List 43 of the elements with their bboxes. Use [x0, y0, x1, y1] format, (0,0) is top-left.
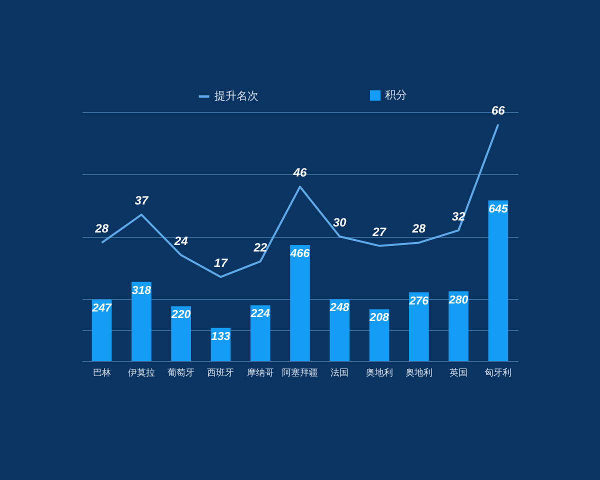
x-tick-label: 奥地利	[405, 368, 432, 378]
data-label: 66	[492, 103, 506, 118]
data-label: 30	[332, 216, 347, 230]
x-tick-label: 匈牙利	[484, 368, 512, 378]
x-tick-label: 英国	[450, 368, 468, 378]
x-tick-label: 西班牙	[207, 368, 234, 378]
x-tick-label: 巴林	[92, 368, 111, 378]
data-label: 224	[250, 308, 271, 320]
x-tick-label: 摩纳哥	[246, 368, 274, 378]
x-tick-label: 阿塞拜疆	[282, 368, 318, 378]
bar	[330, 299, 350, 361]
data-label: 133	[211, 330, 231, 343]
data-label: 247	[91, 302, 112, 314]
data-label: 318	[132, 284, 152, 297]
legend-label: 积分	[384, 90, 407, 102]
bar	[290, 244, 310, 361]
data-label: 220	[170, 309, 192, 322]
data-label: 17	[214, 256, 229, 270]
data-label: 466	[289, 248, 310, 260]
data-label: 28	[94, 222, 109, 236]
data-label: 280	[448, 294, 469, 306]
x-tick-label: 伊莫拉	[128, 368, 155, 378]
bar	[132, 282, 152, 361]
data-label: 46	[292, 166, 307, 180]
data-label: 24	[173, 234, 188, 248]
data-label: 37	[134, 194, 150, 208]
data-label: 27	[372, 224, 388, 239]
x-tick-label: 葡萄牙	[168, 368, 195, 378]
data-label: 28	[411, 222, 426, 236]
legend-label: 提升名次	[214, 90, 259, 102]
bar	[488, 200, 508, 361]
bar	[92, 299, 112, 361]
data-label: 276	[408, 295, 430, 308]
bar	[250, 305, 270, 361]
bar	[448, 291, 468, 361]
data-label: 645	[488, 203, 508, 216]
x-tick-label: 法国	[330, 368, 349, 378]
x-tick-label: 奥地利	[366, 368, 393, 378]
data-label: 208	[368, 312, 390, 324]
data-label: 248	[329, 302, 350, 314]
data-label: 22	[252, 240, 268, 254]
bar	[409, 292, 429, 361]
bar	[171, 306, 191, 361]
